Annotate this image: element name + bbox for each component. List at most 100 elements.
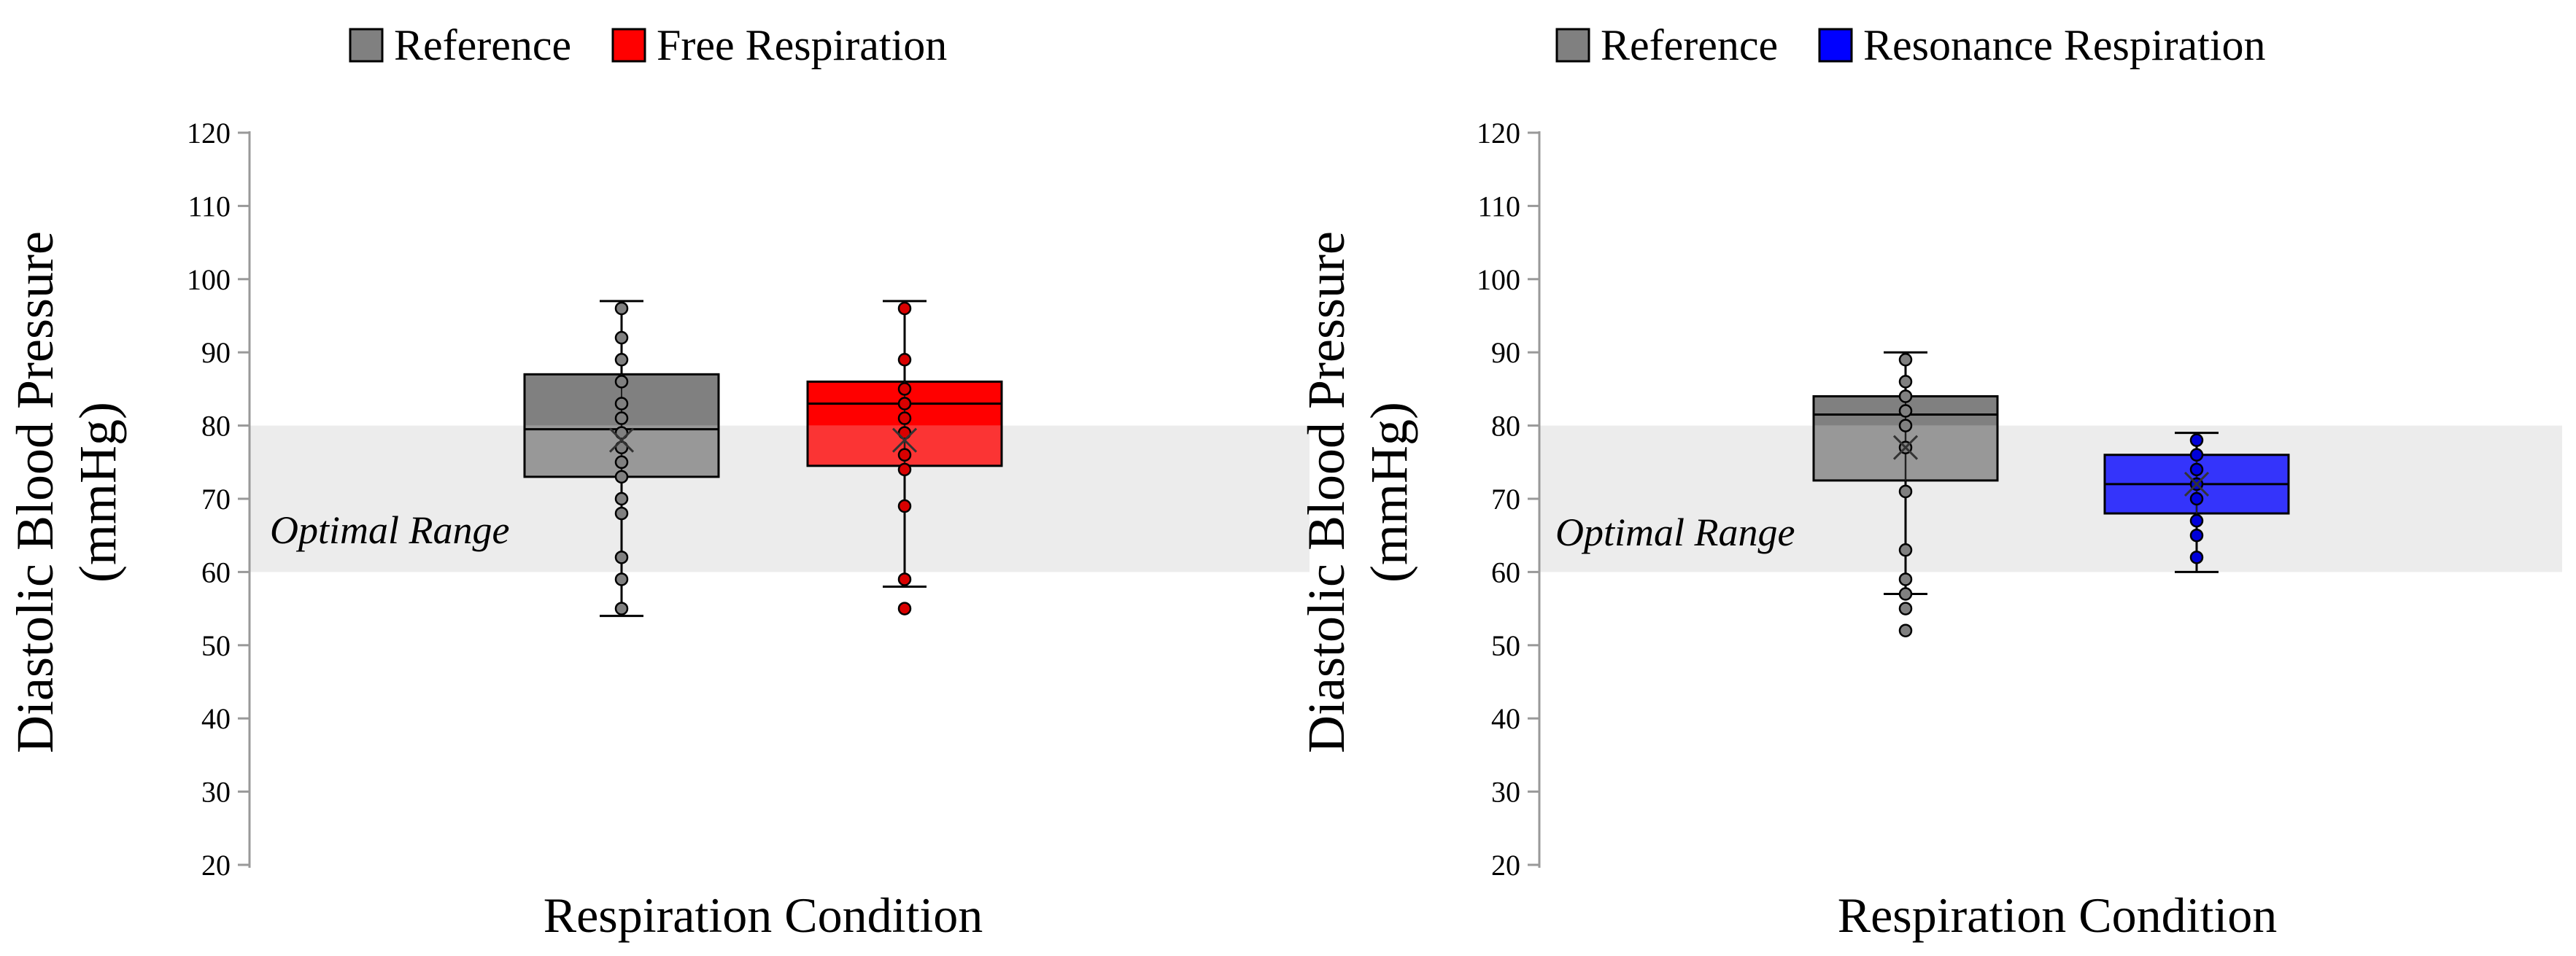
right-y-tick-label: 90	[1491, 336, 1520, 369]
right-box-reference	[1812, 351, 1999, 637]
data-point	[897, 397, 912, 411]
data-point	[897, 448, 912, 462]
mean-marker-stroke	[891, 427, 918, 453]
left-y-tick-label: 80	[201, 410, 231, 443]
right-y-tick-label: 80	[1491, 410, 1520, 443]
data-point	[614, 301, 629, 316]
right-x-axis-label: Respiration Condition	[1838, 887, 2278, 943]
right-legend-swatch-reference	[1555, 28, 1590, 63]
right-y-tick-label: 20	[1491, 849, 1520, 882]
right-optimal-range-label: Optimal Range	[1555, 510, 1795, 554]
mean-marker-stroke	[608, 427, 635, 453]
data-point	[1898, 623, 1913, 637]
right-y-tick-label: 40	[1491, 702, 1520, 735]
mean-marker	[608, 427, 635, 453]
left-y-tick-label: 30	[201, 776, 231, 809]
data-point	[897, 382, 912, 396]
data-point	[897, 352, 912, 367]
data-point	[614, 551, 629, 564]
left-y-tick-label: 60	[201, 556, 231, 588]
right-y-tick-label: 110	[1477, 190, 1520, 222]
data-point	[897, 301, 912, 316]
data-point	[1898, 484, 1913, 499]
left-optimal-range-label: Optimal Range	[270, 508, 509, 552]
data-point	[2189, 448, 2204, 462]
mean-marker-stroke	[1892, 435, 1919, 460]
data-point	[614, 491, 629, 506]
left-y-tick-label: 90	[201, 336, 231, 369]
data-point	[2189, 551, 2204, 564]
left-optimal-band	[250, 425, 1310, 572]
mean-marker-stroke	[2184, 471, 2210, 497]
right-optimal-band	[1539, 425, 2562, 572]
data-point	[2189, 528, 2204, 543]
left-y-tick-label: 100	[187, 263, 231, 296]
data-point	[897, 602, 912, 615]
data-point	[897, 462, 912, 477]
left-legend-swatch-reference	[349, 28, 384, 63]
right-y-tick-label: 120	[1477, 117, 1520, 149]
right-y-tick-label: 100	[1477, 263, 1520, 296]
data-point	[1898, 375, 1913, 389]
right-y-tick-label: 70	[1491, 483, 1520, 516]
data-point	[1898, 389, 1913, 403]
left-y-tick-label: 50	[201, 629, 231, 662]
data-point	[1898, 572, 1913, 586]
data-point	[1898, 587, 1913, 601]
data-point	[897, 411, 912, 425]
right-y-axis-label-line1: Diastolic Blood Pressure	[1297, 231, 1355, 753]
left-legend-label-free: Free Respiration	[657, 21, 947, 69]
data-point	[614, 352, 629, 367]
data-point	[1898, 404, 1913, 418]
data-point	[614, 455, 629, 470]
left-x-axis-label: Respiration Condition	[544, 887, 983, 943]
left-box-free-respiration	[806, 300, 1003, 615]
left-y-tick-label: 40	[201, 702, 231, 735]
data-point	[614, 330, 629, 345]
right-y-axis-label-line2: (mmHg)	[1360, 402, 1418, 583]
left-y-tick-label: 110	[187, 190, 231, 222]
data-point	[897, 499, 912, 513]
data-point	[614, 506, 629, 521]
mean-marker	[891, 427, 918, 453]
left-y-tick-label: 70	[201, 483, 231, 516]
left-legend-label-reference: Reference	[394, 21, 571, 69]
data-point	[614, 470, 629, 484]
left-y-tick-label: 120	[187, 117, 231, 149]
left-y-ticks: 120 110 100 90 80 70 60 50 40 30 20	[187, 117, 250, 882]
right-legend: Reference Resonance Respiration	[1555, 21, 2266, 69]
left-legend: Reference Free Respiration	[349, 21, 947, 69]
left-box-reference	[523, 300, 720, 618]
data-point	[1898, 352, 1913, 367]
right-boxplots	[1812, 351, 2290, 637]
left-y-tick-label: 20	[201, 849, 231, 882]
data-point	[2189, 491, 2204, 506]
left-panel: Reference Free Respiration Diastolic Blo…	[6, 21, 1310, 943]
right-legend-swatch-resonance	[1818, 28, 1853, 63]
left-y-axis-label-line2: (mmHg)	[69, 402, 127, 583]
data-point	[1898, 543, 1913, 557]
data-point	[897, 572, 912, 586]
right-legend-label-resonance: Resonance Respiration	[1863, 21, 2266, 69]
data-point	[614, 411, 629, 425]
data-point	[2189, 513, 2204, 528]
left-boxplots	[523, 300, 1003, 618]
right-y-tick-label: 30	[1491, 776, 1520, 809]
left-y-axis-label-line1: Diastolic Blood Pressure	[6, 231, 64, 753]
data-point	[2189, 462, 2204, 477]
data-point	[1898, 602, 1913, 615]
right-box-resonance-respiration	[2103, 432, 2290, 573]
data-point	[614, 602, 629, 615]
data-point	[2189, 433, 2204, 447]
data-point	[1898, 419, 1913, 432]
mean-marker	[1892, 435, 1919, 460]
right-y-ticks: 120 110 100 90 80 70 60 50 40 30 20	[1477, 117, 1539, 882]
data-point	[614, 397, 629, 411]
data-point	[614, 375, 629, 389]
right-legend-label-reference: Reference	[1601, 21, 1778, 69]
data-point	[614, 572, 629, 586]
left-legend-swatch-free	[611, 28, 646, 63]
right-panel: Reference Resonance Respiration Diastoli…	[1297, 21, 2562, 943]
right-y-tick-label: 60	[1491, 556, 1520, 588]
